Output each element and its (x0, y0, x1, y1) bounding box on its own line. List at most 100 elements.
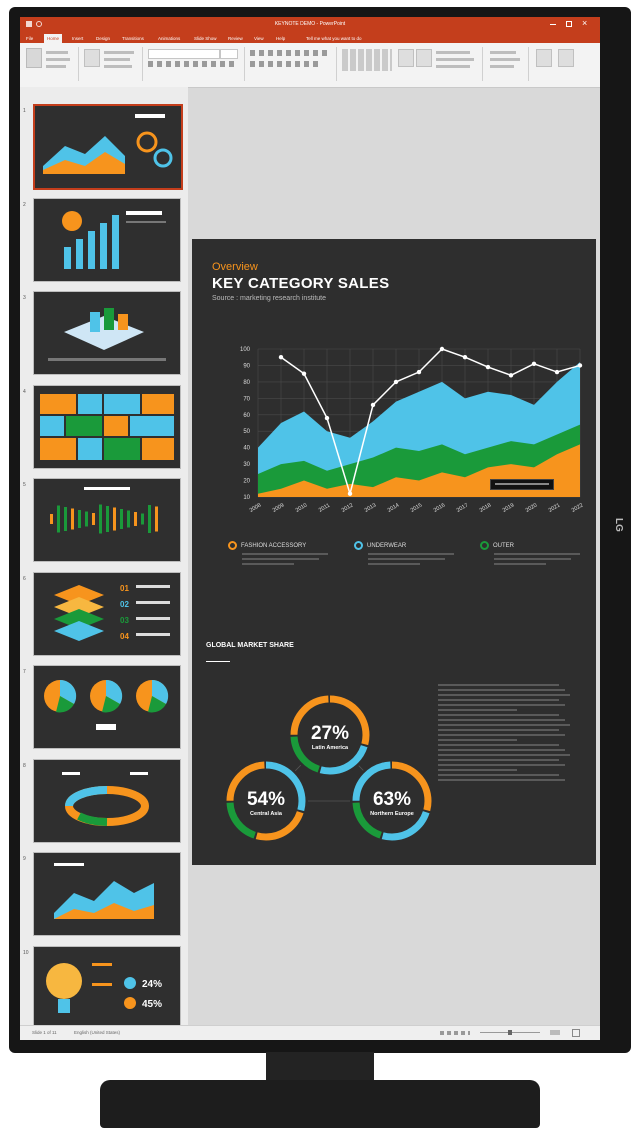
thumbnail-number: 8 (23, 762, 26, 769)
x-tick-label: 2014 (387, 502, 401, 513)
text-line (438, 744, 560, 746)
chart-data-label-box (490, 479, 554, 490)
thumbnail-shape (152, 679, 169, 704)
text-line (438, 684, 560, 686)
thumbnail-preview (44, 679, 169, 730)
thumbnail-shape (112, 214, 119, 269)
slide-canvas[interactable]: Overview KEY CATEGORY SALES Source : mar… (192, 239, 596, 865)
thumbnail-shape: 04 (120, 632, 129, 641)
tab-file[interactable]: File (26, 36, 34, 41)
tab-design[interactable]: Design (96, 36, 111, 41)
view-buttons[interactable] (440, 1031, 470, 1035)
font-size-select[interactable] (220, 49, 238, 59)
alignment-buttons[interactable] (250, 61, 320, 67)
ribbon-divider (336, 47, 337, 81)
font-format-buttons[interactable] (148, 61, 236, 67)
cut-button[interactable] (46, 51, 68, 54)
shape-fill-button[interactable] (436, 51, 470, 54)
language-indicator[interactable]: English (United States) (74, 1030, 121, 1035)
zoom-level[interactable] (550, 1030, 560, 1035)
thumbnail-shape (77, 811, 108, 826)
maximize-icon[interactable] (566, 21, 572, 27)
thumbnail-preview (62, 771, 149, 826)
tell-me-search[interactable]: Tell me what you want to do (306, 36, 362, 41)
y-tick-label: 20 (243, 479, 250, 485)
thumbnail-shape (92, 982, 112, 986)
tab-help[interactable]: Help (276, 36, 286, 41)
thumbnail-shape (90, 312, 100, 332)
x-tick-label: 2008 (249, 502, 263, 513)
brand-logo: LG (613, 518, 625, 532)
replace-button[interactable] (490, 58, 520, 61)
thumbnail-shape (76, 238, 83, 269)
text-line (438, 764, 565, 766)
paste-button[interactable] (26, 48, 42, 68)
monitor-stand-base (100, 1080, 540, 1128)
slide-thumbnail-area-chart-slide[interactable] (33, 104, 183, 190)
select-button[interactable] (490, 65, 514, 68)
total-point (462, 355, 468, 360)
legend-description (494, 553, 580, 567)
slide-thumbnail-bar-chart-slide[interactable] (33, 197, 181, 282)
quick-styles-button[interactable] (416, 49, 432, 67)
total-point (393, 379, 399, 385)
find-button[interactable] (490, 51, 516, 54)
paragraph-buttons[interactable] (250, 50, 330, 56)
section-button[interactable] (104, 65, 132, 68)
slide-thumbnail-isometric-slide[interactable] (33, 291, 181, 375)
arrange-button[interactable] (398, 49, 414, 67)
thumbnail-shape (141, 513, 144, 525)
thumbnail-shape: 01 (120, 584, 129, 593)
shape-outline-button[interactable] (436, 58, 474, 61)
thumbnail-shape (65, 785, 108, 807)
slide-thumbnail-candlestick-slide[interactable] (33, 478, 181, 562)
total-line (280, 348, 581, 497)
fit-slide-icon[interactable] (572, 1029, 580, 1037)
donut-segment (226, 761, 306, 841)
tab-review[interactable]: Review (228, 36, 243, 41)
tab-home[interactable]: Home (44, 34, 63, 43)
slide-subtitle: Source : marketing research institute (212, 295, 326, 302)
tab-slide-show[interactable]: Slide Show (194, 36, 217, 41)
tab-insert[interactable]: Insert (72, 36, 84, 41)
shapes-gallery[interactable] (342, 49, 392, 71)
x-tick-label: 2015 (410, 502, 424, 513)
undo-icon[interactable] (36, 21, 42, 27)
format-painter-button[interactable] (46, 65, 66, 68)
thumbnail-shape (78, 510, 81, 528)
text-line (438, 719, 565, 721)
reset-button[interactable] (104, 58, 130, 61)
minimize-icon[interactable] (550, 24, 556, 25)
slide-thumbnail-pie-charts-slide[interactable] (33, 665, 181, 749)
thumbnail-number: 9 (23, 856, 26, 862)
slide-thumbnail-area-chart-slide-2[interactable] (33, 852, 181, 936)
slide-thumbnail-lightbulb-slide[interactable]: 24% 45% (33, 945, 181, 1030)
thumbnail-shape (84, 487, 130, 490)
thumbnail-shape (62, 210, 82, 231)
new-slide-button[interactable] (84, 49, 100, 67)
market-share-body-text (438, 684, 570, 794)
ribbon-tabs: File Home Insert Design Transitions Anim… (20, 32, 600, 43)
total-point (301, 371, 307, 376)
copy-button[interactable] (46, 58, 70, 61)
save-icon[interactable] (26, 21, 32, 27)
thumbnail-shape (142, 393, 174, 414)
tab-transitions[interactable]: Transitions (122, 36, 144, 41)
font-family-select[interactable] (148, 49, 220, 59)
tab-animations[interactable]: Animations (158, 36, 181, 41)
shape-effects-button[interactable] (436, 65, 470, 68)
slide-thumbnail-layer-stack-slide[interactable]: 01 02 03 04 (33, 571, 181, 656)
zoom-slider-handle[interactable] (508, 1030, 512, 1035)
thumbnail-preview: 24% 45% (46, 962, 162, 1013)
thumbnail-shape (96, 724, 116, 730)
layout-button[interactable] (104, 51, 134, 54)
tab-view[interactable]: View (254, 36, 264, 41)
y-tick-label: 80 (243, 380, 250, 386)
close-icon[interactable]: × (582, 18, 588, 28)
market-share-title: GLOBAL MARKET SHARE (206, 642, 294, 649)
dictate-button[interactable] (536, 49, 552, 67)
slide-thumbnail-ring-chart-slide[interactable] (33, 758, 181, 843)
thumbnail-shape (104, 415, 128, 436)
slide-thumbnail-tile-grid-slide[interactable] (33, 384, 181, 469)
designer-button[interactable] (558, 49, 574, 67)
